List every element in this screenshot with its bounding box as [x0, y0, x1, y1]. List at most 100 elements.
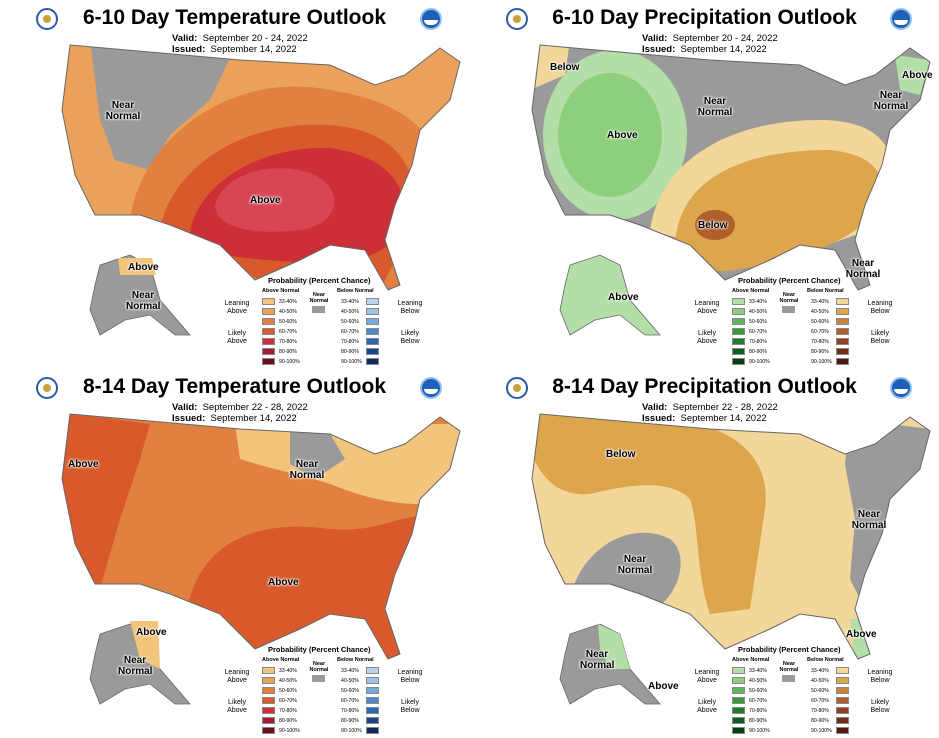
legend-range-below: 33-40%	[811, 668, 829, 674]
legend-range-above: 50-60%	[749, 688, 767, 694]
legend-range-below: 50-60%	[811, 319, 829, 325]
issued-date: Issued: September 14, 2022	[642, 44, 767, 55]
label-near-normal-southwest: Near Normal	[617, 554, 653, 576]
legend-swatch-below	[366, 677, 379, 684]
legend-leaning-above: Leaning Above	[694, 300, 720, 315]
valid-dates: Valid: September 20 - 24, 2022	[172, 33, 308, 44]
legend-title: Probability (Percent Chance)	[268, 276, 371, 285]
legend-likely-above: Likely Above	[227, 330, 247, 345]
legend-swatch-above	[732, 707, 745, 714]
legend-range-above: 80-90%	[749, 718, 767, 724]
legend-near-normal-heading: Near Normal	[309, 292, 329, 304]
legend-swatch-below	[836, 727, 849, 734]
label-alaska-near-normal: Near Normal	[118, 655, 153, 677]
conus-map	[531, 44, 931, 336]
legend-swatch-below	[836, 717, 849, 724]
legend-range-below: 70-80%	[811, 708, 829, 714]
legend-swatch-above	[732, 298, 745, 305]
legend-swatch-above	[732, 358, 745, 365]
legend-leaning-above: Leaning Above	[224, 300, 250, 315]
legend-leaning-below: Leaning Below	[867, 300, 893, 315]
legend-swatch-below	[366, 338, 379, 345]
legend-range-above: 80-90%	[279, 718, 297, 724]
legend-swatch-below	[366, 697, 379, 704]
legend-range-above: 90-100%	[749, 359, 770, 365]
label-near-normal-great-lakes: Near Normal	[289, 459, 325, 481]
legend-swatch-below	[366, 717, 379, 724]
panel-6-10-temperature: 6-10 Day Temperature Outlook Valid: Sept…	[0, 0, 469, 369]
legend-range-above: 70-80%	[279, 339, 297, 345]
legend-leaning-below: Leaning Below	[397, 300, 423, 315]
label-above-south: Above	[268, 577, 299, 588]
label-alaska-above: Above	[136, 627, 167, 638]
legend-swatch-above	[262, 338, 275, 345]
legend-range-above: 90-100%	[749, 728, 770, 734]
legend-swatch-above	[732, 318, 745, 325]
label-above-west: Above	[68, 459, 99, 470]
issued-date: Issued: September 14, 2022	[172, 44, 297, 55]
legend-swatch-below	[366, 328, 379, 335]
legend-range-below: 70-80%	[341, 708, 359, 714]
commerce-seal-icon	[506, 8, 528, 30]
legend-swatch-below	[366, 348, 379, 355]
legend-range-below: 80-90%	[341, 349, 359, 355]
legend-likely-above: Likely Above	[697, 699, 717, 714]
legend-range-below: 70-80%	[811, 339, 829, 345]
legend-range-above: 50-60%	[749, 319, 767, 325]
legend-swatch-above	[262, 687, 275, 694]
legend-swatch-above	[262, 328, 275, 335]
label-below-north: Below	[606, 449, 636, 460]
legend-range-below: 60-70%	[811, 698, 829, 704]
legend-range-below: 50-60%	[341, 319, 359, 325]
legend-swatch-below	[836, 328, 849, 335]
panel-title: 8-14 Day Precipitation Outlook	[552, 375, 857, 398]
legend-swatch-above	[262, 348, 275, 355]
legend-title: Probability (Percent Chance)	[738, 645, 841, 654]
legend-swatch-above	[262, 717, 275, 724]
issued-date: Issued: September 14, 2022	[172, 413, 297, 424]
legend-swatch-below	[836, 677, 849, 684]
commerce-seal-icon	[36, 8, 58, 30]
legend-swatch-above	[262, 677, 275, 684]
legend-range-above: 60-70%	[749, 698, 767, 704]
noaa-logo-icon	[890, 8, 912, 30]
legend-above-normal-heading: Above Normal	[262, 288, 300, 294]
legend-swatch-above	[732, 348, 745, 355]
legend-range-above: 80-90%	[749, 349, 767, 355]
legend-range-above: 40-50%	[279, 678, 297, 684]
legend-range-below: 80-90%	[811, 718, 829, 724]
legend-range-above: 50-60%	[279, 319, 297, 325]
legend-range-below: 50-60%	[811, 688, 829, 694]
legend-swatch-below	[836, 348, 849, 355]
legend-swatch-below	[836, 697, 849, 704]
legend-likely-below: Likely Below	[400, 699, 420, 714]
panel-8-14-precipitation: 8-14 Day Precipitation Outlook Valid: Se…	[470, 369, 939, 738]
legend-title: Probability (Percent Chance)	[738, 276, 841, 285]
label-alaska-above: Above	[648, 681, 679, 692]
panel-title: 8-14 Day Temperature Outlook	[82, 375, 387, 398]
legend-near-normal-swatch	[312, 675, 325, 682]
legend-swatch-below	[836, 298, 849, 305]
noaa-logo-icon	[890, 377, 912, 399]
legend-swatch-above	[262, 318, 275, 325]
legend-range-below: 33-40%	[811, 299, 829, 305]
noaa-logo-icon	[420, 377, 442, 399]
legend-likely-above: Likely Above	[697, 330, 717, 345]
legend-range-above: 60-70%	[279, 329, 297, 335]
legend-range-above: 80-90%	[279, 349, 297, 355]
legend-swatch-above	[732, 717, 745, 724]
legend-above-normal-heading: Above Normal	[732, 288, 770, 294]
label-below-northwest: Below	[550, 62, 580, 73]
legend-range-below: 40-50%	[811, 309, 829, 315]
legend-swatch-below	[366, 358, 379, 365]
issued-date: Issued: September 14, 2022	[642, 413, 767, 424]
legend-range-below: 90-100%	[811, 728, 832, 734]
legend-swatch-below	[836, 318, 849, 325]
label-near-normal-northeast: Near Normal	[873, 90, 909, 112]
label-above-rockies: Above	[607, 130, 638, 141]
legend-range-below: 60-70%	[811, 329, 829, 335]
label-near-normal: Near Normal	[105, 100, 141, 122]
legend-leaning-below: Leaning Below	[867, 669, 893, 684]
label-near-normal-plains: Near Normal	[697, 96, 733, 118]
panel-8-14-temperature: 8-14 Day Temperature Outlook Valid: Sept…	[0, 369, 469, 738]
